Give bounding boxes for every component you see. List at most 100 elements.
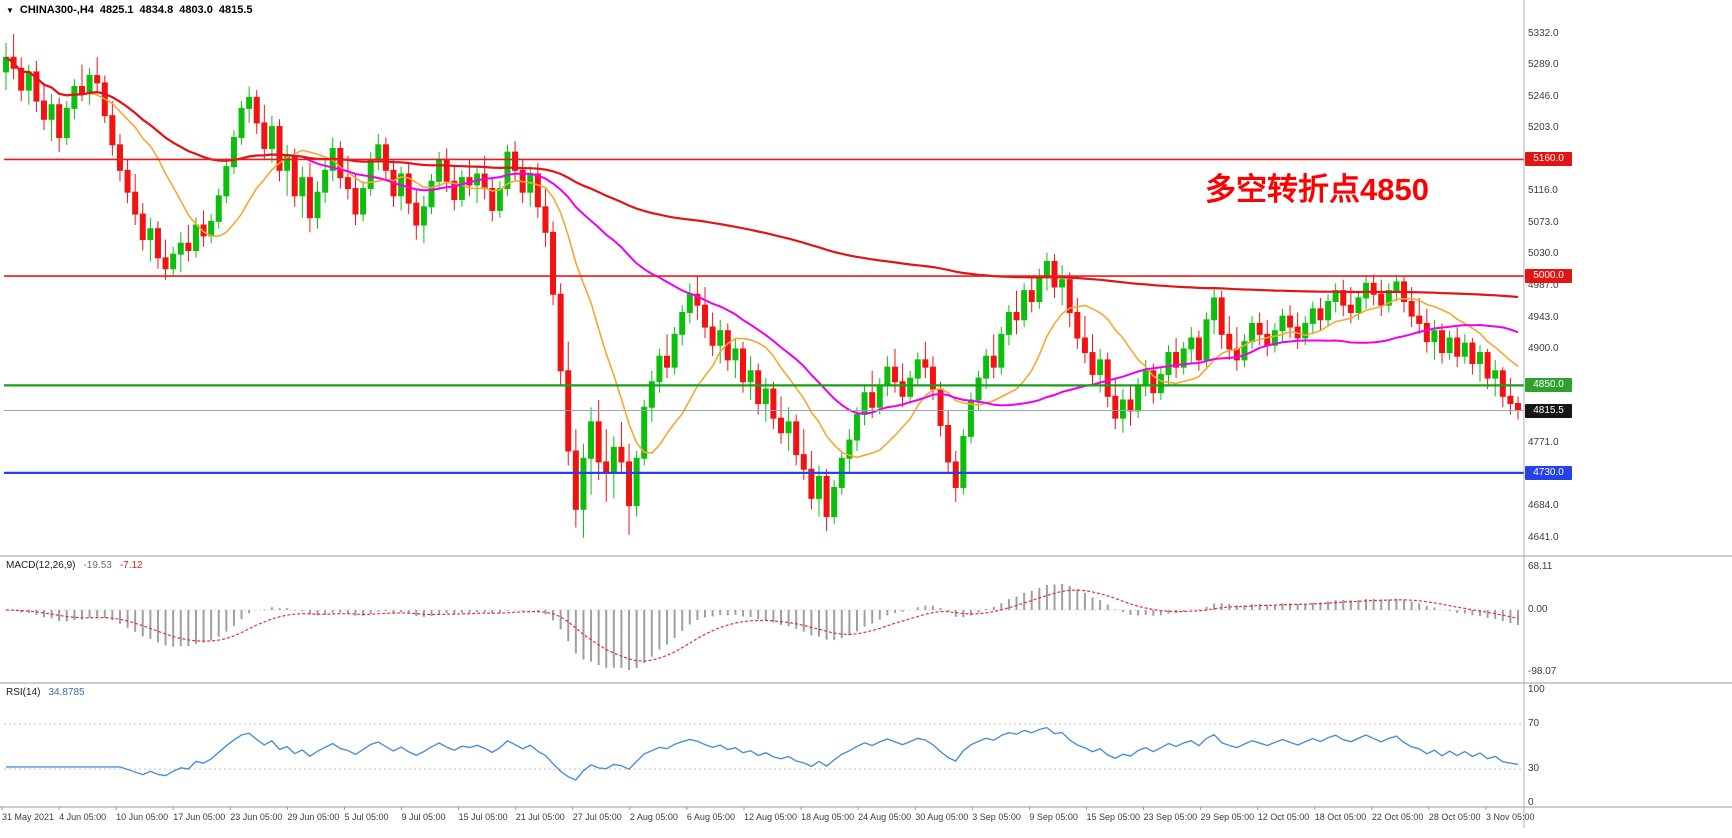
candle-body (382, 144, 389, 171)
candle-body (808, 468, 815, 499)
candle-body (1408, 301, 1415, 317)
candle-body (109, 115, 116, 146)
candlesticks (3, 34, 1521, 538)
candle-body (306, 177, 313, 219)
candle-body (1119, 399, 1126, 419)
candle-body (1249, 322, 1256, 343)
candle-body (1043, 260, 1050, 277)
candle-body (686, 293, 693, 313)
candle-body (945, 424, 952, 463)
candle-body (1036, 275, 1043, 303)
candle-body (33, 71, 40, 102)
candle-body (344, 177, 351, 190)
candle-body (116, 144, 123, 171)
candle-body (1066, 279, 1073, 313)
candle-body (1446, 337, 1453, 354)
candle-body (1492, 370, 1499, 379)
candle-body (1477, 352, 1484, 365)
candle-body (56, 104, 63, 139)
candle-body (428, 180, 435, 208)
candle-body (71, 85, 78, 109)
candle-body (1423, 322, 1430, 343)
candle-body (1370, 282, 1377, 295)
ma-slow-red-line (5, 56, 1519, 299)
candle-body (1507, 395, 1514, 405)
candle-body (124, 169, 131, 193)
candle-body (1188, 337, 1195, 350)
annotation-text[interactable]: 多空转折点4850 (1205, 172, 1429, 207)
candle-body (618, 446, 625, 463)
candle-body (1484, 352, 1491, 379)
candle-body (451, 180, 458, 200)
candle-body (800, 454, 807, 470)
candle-body (512, 151, 519, 171)
symbol-dropdown-icon[interactable]: ▼ (6, 5, 14, 15)
candle-body (823, 476, 830, 518)
candle-body (360, 188, 367, 215)
candle-body (679, 311, 686, 335)
candle-body (709, 326, 716, 346)
candle-body (443, 158, 450, 182)
candle-body (1317, 308, 1324, 321)
candle-body (1309, 308, 1316, 324)
candle-body (762, 388, 769, 405)
candle-body (1393, 281, 1400, 292)
candle-body (610, 446, 617, 474)
candle-body (891, 366, 898, 383)
candle-body (208, 220, 215, 237)
candle-body (25, 71, 32, 91)
candle-body (633, 457, 640, 507)
candle-body (626, 461, 633, 507)
candle-body (192, 224, 199, 252)
candle-body (1454, 337, 1461, 357)
candle-body (755, 370, 762, 405)
candle-body (18, 67, 25, 91)
candle-body (1150, 370, 1157, 394)
candle-body (557, 293, 564, 372)
candle-body (246, 96, 253, 109)
candle-body (1431, 330, 1438, 343)
candle-body (1469, 342, 1476, 365)
candle-body (785, 421, 792, 434)
candle-body (1287, 315, 1294, 328)
candle-body (580, 457, 587, 510)
candle-body (1211, 297, 1218, 321)
candle-body (884, 366, 891, 386)
candle-body (1074, 311, 1081, 339)
candle-body (1226, 333, 1233, 350)
candle-body (1157, 373, 1164, 394)
candle-body (869, 392, 876, 408)
candle-body (299, 177, 306, 197)
candle-body (48, 104, 55, 120)
candle-body (1241, 341, 1248, 361)
candle-body (1028, 290, 1035, 303)
candle-body (952, 461, 959, 488)
candle-body (276, 126, 283, 171)
candle-body (876, 384, 883, 408)
candle-body (1302, 322, 1309, 339)
candle-body (154, 228, 161, 259)
candle-body (337, 147, 344, 179)
candle-body (1165, 352, 1172, 375)
candle-body (291, 155, 298, 197)
candle-body (1127, 399, 1134, 412)
candle-body (831, 486, 838, 518)
candle-body (914, 359, 921, 379)
candle-body (139, 213, 146, 241)
candle-body (132, 191, 139, 215)
candle-body (922, 359, 929, 368)
candle-body (94, 75, 101, 84)
candle-body (861, 392, 868, 416)
candle-body (656, 355, 663, 383)
candle-body (1135, 384, 1142, 412)
candle-body (1264, 333, 1271, 346)
candle-body (177, 242, 184, 255)
candle-body (1089, 352, 1096, 375)
candle-body (899, 381, 906, 397)
ma-medium-magenta-line (5, 56, 1519, 415)
candle-body (481, 173, 488, 190)
candle-body (1325, 301, 1332, 321)
candle-body (975, 377, 982, 401)
candle-body (694, 293, 701, 306)
